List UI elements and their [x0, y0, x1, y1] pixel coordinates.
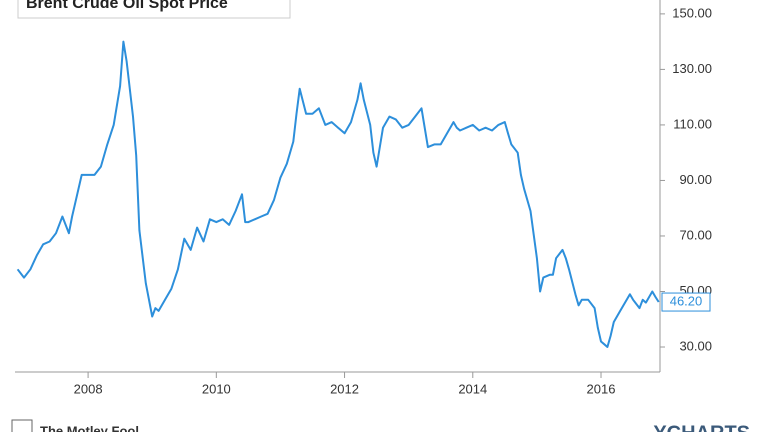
y-tick-label: 90.00: [679, 172, 712, 187]
x-tick-label: 2008: [74, 381, 103, 396]
y-tick-label: 30.00: [679, 338, 712, 353]
y-tick-label: 130.00: [672, 61, 712, 76]
logo-icon: [11, 419, 33, 432]
source: The Motley Fool: [40, 423, 139, 432]
x-tick-label: 2016: [587, 381, 616, 396]
brand: YCHARTS: [653, 422, 750, 432]
price-line: [16, 40, 660, 348]
y-tick-label: 110.00: [673, 116, 712, 131]
x-tick-label: 2014: [458, 381, 487, 396]
plot-area: [15, 0, 660, 372]
x-tick-label: 2012: [330, 381, 359, 396]
y-tick-label: 70.00: [679, 227, 712, 242]
current-value-box: [661, 292, 711, 312]
chart-title: Brent Crude Oil Spot Price: [26, 0, 228, 12]
current-value-label: 46.20: [670, 293, 703, 308]
x-tick-label: 2010: [202, 381, 231, 396]
y-tick-label: 150.00: [672, 5, 712, 20]
title-box: [17, 0, 291, 19]
